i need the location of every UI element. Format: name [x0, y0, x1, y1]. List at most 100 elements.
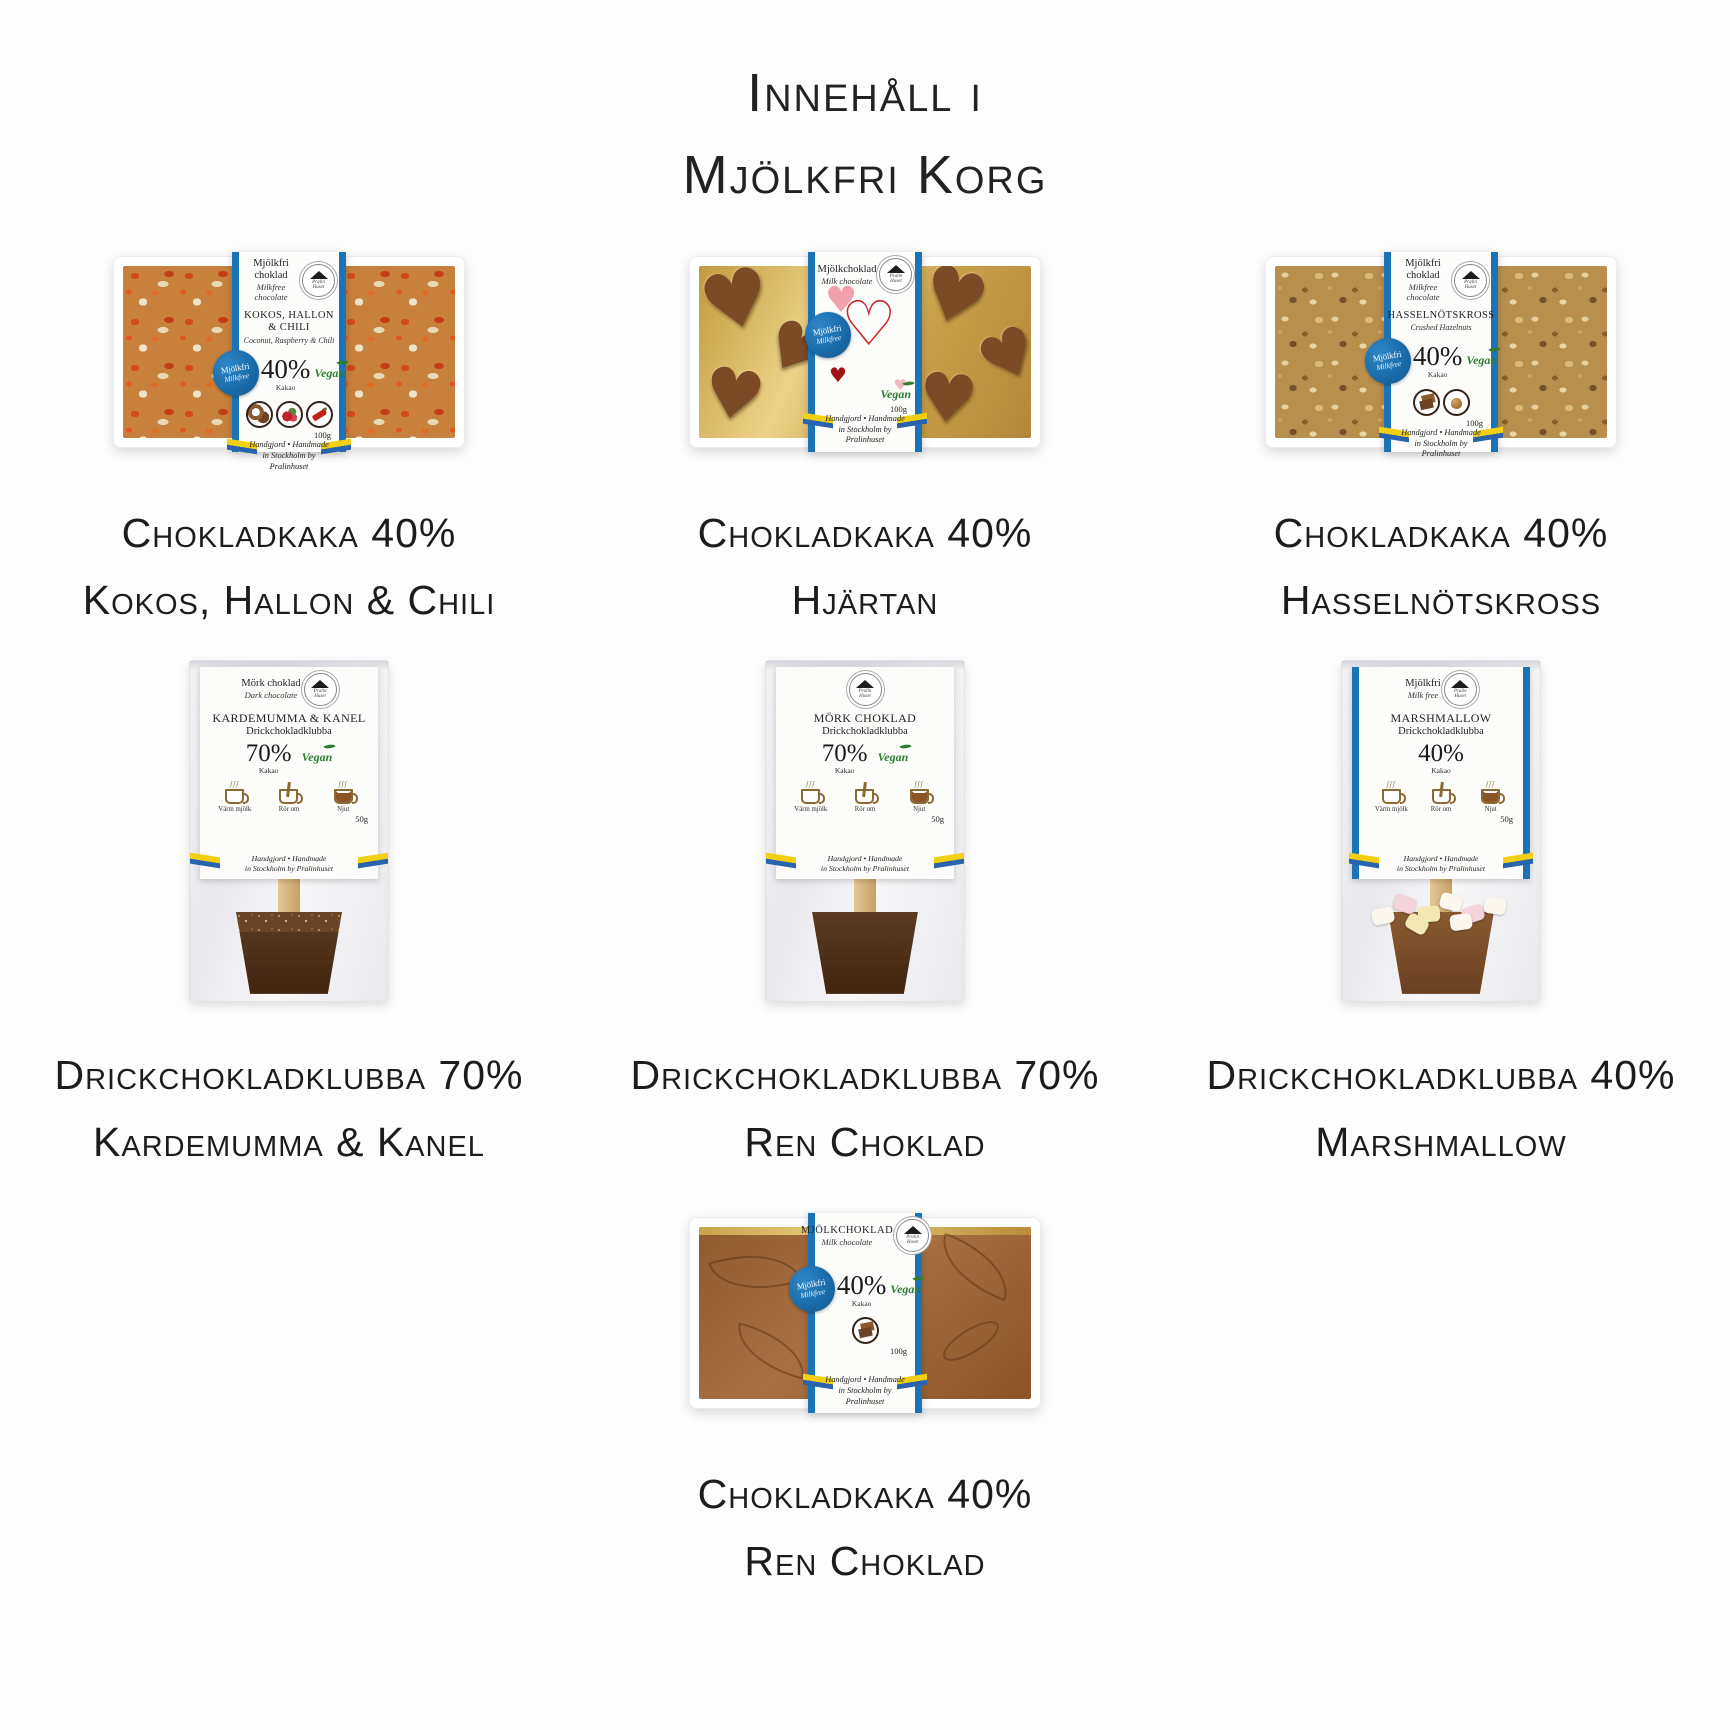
- chocolate-cube: [812, 911, 918, 994]
- weight-label: 100g: [890, 403, 907, 414]
- enjoy-mug-icon: [909, 788, 934, 804]
- cocoa-percent: 70% Kakao: [821, 740, 868, 776]
- label-product-type: Drickchokladklubba: [822, 726, 908, 738]
- chocolate-pieces-icon: [851, 1317, 879, 1345]
- label-product-type: Drickchokladklubba: [1398, 726, 1484, 738]
- pralinhuset-logo-icon: Pralin Huset: [302, 263, 335, 297]
- caption-line1: Chokladkaka 40%: [697, 510, 1033, 557]
- chocolate-heart: ♥: [699, 351, 771, 439]
- product-photo-hasselnotskross: Mjölkfri choklad Milkfree chocolate Pral…: [1265, 252, 1617, 458]
- label-title: Mjölkchoklad: [817, 263, 877, 275]
- red-outline-heart-icon: ♡: [841, 287, 897, 361]
- handmade-note: Handgjord • Handmade in Stockholm by Pra…: [1349, 852, 1533, 875]
- product-caption: Chokladkaka 40% Ren Choklad: [698, 1461, 1033, 1595]
- hearts-illustration: ♥ ♡ ♥ ♥: [819, 283, 911, 393]
- product-label: Pralin Huset Mörk Choklad Drickchokladkl…: [766, 666, 964, 879]
- vegan-logo: Vegan: [301, 750, 333, 765]
- ingredient-icons: [245, 401, 333, 429]
- product-label: Mjölkfri choklad Milkfree chocolate Pral…: [1361, 252, 1503, 458]
- product-photo-hjartan: ♥ ♥ ♥ ♥ ♥ ♥ Mjölkchoklad Milk chocolate: [689, 252, 1041, 453]
- usage-steps: ʃʃʃ Värm mjölk Rör om ʃʃʃ Njut: [785, 780, 944, 814]
- white-tray: Mjölkfri choklad Milkfree chocolate Pral…: [1265, 252, 1617, 458]
- label-subtitle: Dark chocolate: [244, 690, 298, 701]
- product-label: Mjölkchoklad Milk chocolate Pralin Huset…: [801, 252, 927, 453]
- label-title: Mjölkfri choklad: [253, 258, 289, 282]
- usage-steps: ʃʃʃ Värm mjölk Rör om ʃʃʃ Njut: [1368, 780, 1514, 814]
- label-flavor-name: Kokos, Hallon & Chili: [244, 309, 334, 334]
- product-card-ren-choklad-kaka: Mjölkchoklad Milk chocolate Pralin Huset: [577, 1213, 1153, 1595]
- house-roof-icon: [1451, 679, 1470, 688]
- vegan-logo: Vegan: [880, 386, 911, 401]
- white-tray: ♥ ♥ ♥ ♥ ♥ ♥ Mjölkchoklad Milk chocolate: [689, 252, 1041, 453]
- weight-label: 50g: [931, 813, 944, 824]
- label-flavor-english: Coconut, Raspberry & Chili: [243, 335, 335, 345]
- vegan-logo: Vegan: [877, 750, 909, 765]
- product-caption: Chokladkaka 40% Hasselnötskross: [1274, 500, 1609, 634]
- weight-label: 100g: [314, 430, 331, 441]
- embossed-cocoa-pod: [937, 1314, 1005, 1369]
- house-roof-icon: [311, 679, 330, 688]
- handmade-note: Handgjord • Handmade in Stockholm by Pra…: [1379, 426, 1503, 461]
- ingredient-icons: [851, 1317, 879, 1345]
- page-title: Innehåll i Mjölkfri Korg: [0, 0, 1730, 216]
- product-photo-ren-choklad-klubba: Pralin Huset Mörk Choklad Drickchokladkl…: [765, 659, 965, 1002]
- product-row-1: Mjölkfri choklad Milkfree chocolate Pral…: [0, 252, 1730, 634]
- cocoa-percent: 40% Kakao: [1412, 341, 1463, 380]
- coconut-icon: [245, 401, 273, 429]
- weight-label: 50g: [1500, 813, 1513, 824]
- pralinhuset-logo-icon: Pralin Huset: [1454, 263, 1487, 297]
- product-label: Mjölkchoklad Milk chocolate Pralin Huset: [785, 1213, 930, 1414]
- product-photo-ren-choklad-kaka: Mjölkchoklad Milk chocolate Pralin Huset: [689, 1213, 1041, 1414]
- stir-mug-icon: [1431, 781, 1456, 804]
- embossed-leaf: [707, 1237, 803, 1308]
- warm-milk-mug-icon: [801, 788, 826, 804]
- product-caption: Chokladkaka 40% Kokos, Hallon & Chili: [83, 500, 496, 634]
- product-label: Mjölkfri Milk free Pralin Huset Marshmal…: [1349, 666, 1533, 879]
- product-photo-kokos-hallon-chili: Mjölkfri choklad Milkfree chocolate Pral…: [113, 252, 465, 471]
- caption-line2: Kokos, Hallon & Chili: [82, 576, 496, 623]
- product-photo-marshmallow: Mjölkfri Milk free Pralin Huset Marshmal…: [1341, 659, 1541, 1002]
- weight-label: 100g: [890, 1346, 907, 1357]
- label-title: Mjölkfri: [1405, 678, 1441, 690]
- product-caption: Drickchokladklubba 70% Ren Choklad: [631, 1042, 1100, 1176]
- product-card-hjartan: ♥ ♥ ♥ ♥ ♥ ♥ Mjölkchoklad Milk chocolate: [577, 252, 1153, 634]
- embossed-leaf: [929, 1233, 1021, 1302]
- product-label: Mörk choklad Dark chocolate Pralin Huset…: [190, 666, 388, 879]
- caption-line1: Chokladkaka 40%: [697, 1471, 1033, 1518]
- stir-mug-icon: [855, 781, 880, 804]
- label-subtitle: Milkfree chocolate: [254, 282, 288, 303]
- chocolate-heart: ♥: [914, 357, 981, 439]
- weight-label: 50g: [355, 813, 368, 824]
- page-title-line2: Mjölkfri Korg: [682, 145, 1048, 206]
- vegan-logo: Vegan: [1466, 353, 1498, 368]
- label-flavor-english: Crushed Hazelnuts: [1410, 323, 1472, 333]
- caption-line2: Kardemumma & Kanel: [93, 1118, 485, 1165]
- vegan-logo: Vegan: [890, 1281, 922, 1296]
- caption-line2: Hasselnötskross: [1280, 576, 1602, 623]
- product-photo-kardemumma-kanel: Mörk choklad Dark chocolate Pralin Huset…: [189, 659, 389, 1002]
- enjoy-mug-icon: [1481, 788, 1506, 804]
- label-subtitle: Milk chocolate: [821, 1236, 873, 1247]
- product-caption: Drickchokladklubba 40% Marshmallow: [1207, 1042, 1676, 1176]
- product-card-ren-choklad-klubba: Pralin Huset Mörk Choklad Drickchokladkl…: [577, 659, 1153, 1176]
- label-title: Mörk choklad: [241, 678, 301, 690]
- dark-red-heart-icon: ♥: [829, 362, 847, 387]
- caption-line1: Drickchokladklubba 70%: [54, 1051, 524, 1098]
- product-card-hasselnotskross: Mjölkfri choklad Milkfree chocolate Pral…: [1153, 252, 1729, 634]
- weight-label: 100g: [1466, 417, 1483, 428]
- label-flavor-name: Mörk Choklad: [813, 710, 917, 725]
- cocoa-percent: 40% Kakao: [260, 353, 311, 392]
- mini-marshmallows: [1366, 890, 1516, 937]
- pralinhuset-logo-icon: Pralin Huset: [896, 1219, 930, 1253]
- embossed-leaf: [729, 1322, 813, 1381]
- label-subtitle: Milkfree chocolate: [1406, 282, 1440, 303]
- label-flavor-name: Kardemumma & Kanel: [212, 710, 366, 725]
- caption-line1: Drickchokladklubba 70%: [630, 1051, 1100, 1098]
- chocolate-heart: ♥: [699, 266, 781, 354]
- page-title-line1: Innehåll i: [747, 63, 983, 123]
- label-subtitle: Milk free: [1407, 690, 1439, 701]
- pralinhuset-logo-icon: Pralin Huset: [1443, 672, 1477, 706]
- house-roof-icon: [309, 270, 328, 279]
- caption-line1: Chokladkaka 40%: [1273, 510, 1609, 557]
